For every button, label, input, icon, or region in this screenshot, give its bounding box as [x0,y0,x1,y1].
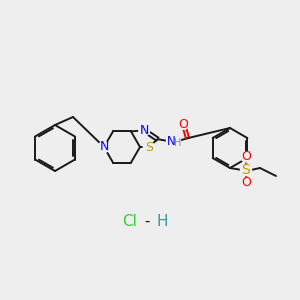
Text: H: H [156,214,168,230]
Text: -: - [140,214,156,230]
Text: O: O [241,151,251,164]
Text: S: S [242,163,250,177]
Text: O: O [178,118,188,131]
Circle shape [241,178,251,188]
Text: N: N [99,140,109,154]
Text: H: H [174,138,181,148]
Text: O: O [241,176,251,190]
Circle shape [241,164,251,175]
Circle shape [241,152,251,162]
Circle shape [139,125,150,136]
Circle shape [143,142,154,153]
Text: S: S [145,141,153,154]
Circle shape [167,134,181,148]
Text: Cl: Cl [123,214,137,230]
Text: N: N [140,124,149,137]
Circle shape [98,142,110,152]
Text: N: N [167,135,176,148]
Circle shape [178,119,188,129]
